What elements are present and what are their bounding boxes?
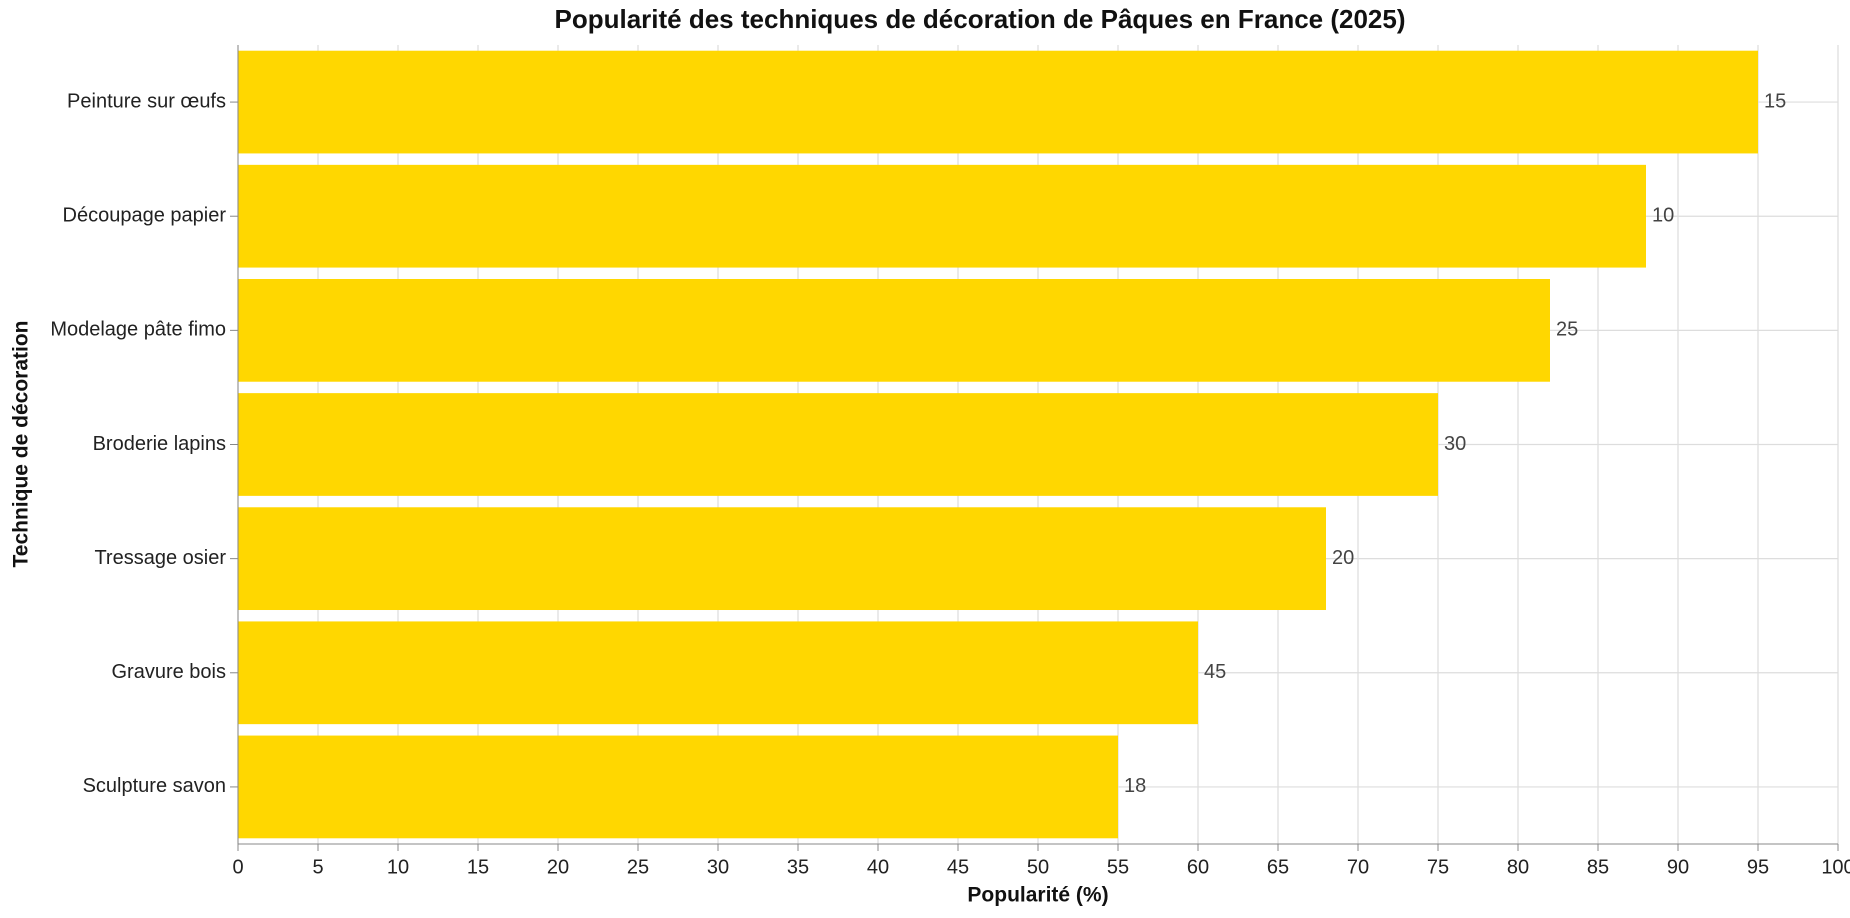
x-tick-label: 20 — [547, 856, 569, 878]
x-tick-label: 50 — [1027, 856, 1049, 878]
bar — [238, 278, 1550, 382]
chart-title: Popularité des techniques de décoration … — [554, 4, 1405, 34]
x-tick-label: 45 — [947, 856, 969, 878]
bar — [238, 507, 1326, 611]
y-tick-label: Modelage pâte fimo — [50, 319, 226, 341]
x-tick-label: 95 — [1747, 856, 1769, 878]
x-tick-label: 80 — [1507, 856, 1529, 878]
x-tick-label: 10 — [387, 856, 409, 878]
x-tick-label: 75 — [1427, 856, 1449, 878]
x-tick-label: 0 — [232, 856, 243, 878]
bar — [238, 393, 1438, 496]
x-tick-label: 85 — [1587, 856, 1609, 878]
x-tick-label: 90 — [1667, 856, 1689, 878]
y-tick-label: Peinture sur œufs — [67, 90, 226, 112]
x-tick-label: 65 — [1267, 856, 1289, 878]
x-tick-label: 15 — [467, 856, 489, 878]
x-tick-label: 60 — [1187, 856, 1209, 878]
bar — [238, 164, 1646, 268]
value-label: 10 — [1652, 204, 1674, 226]
x-tick-label: 100 — [1821, 856, 1850, 878]
x-axis-title: Popularité (%) — [967, 884, 1108, 907]
x-tick-label: 55 — [1107, 856, 1129, 878]
y-tick-label: Gravure bois — [112, 661, 227, 683]
bar — [238, 735, 1118, 839]
value-label: 18 — [1124, 775, 1146, 797]
x-tick-label: 35 — [787, 856, 809, 878]
y-axis-title: Technique de décoration — [10, 321, 33, 568]
bar — [238, 621, 1198, 725]
x-tick-label: 30 — [707, 856, 729, 878]
y-tick-label: Découpage papier — [63, 204, 227, 226]
y-tick-label: Tressage osier — [94, 547, 226, 569]
y-tick-label: Broderie lapins — [93, 433, 226, 455]
x-tick-label: 5 — [312, 856, 323, 878]
y-tick-label: Sculpture savon — [83, 775, 226, 797]
value-label: 25 — [1556, 319, 1578, 341]
x-tick-label: 25 — [627, 856, 649, 878]
value-label: 45 — [1204, 661, 1226, 683]
x-tick-label: 70 — [1347, 856, 1369, 878]
x-tick-label: 40 — [867, 856, 889, 878]
bar — [238, 50, 1758, 154]
value-label: 30 — [1444, 433, 1466, 455]
value-label: 20 — [1332, 547, 1354, 569]
value-label: 15 — [1764, 90, 1786, 112]
